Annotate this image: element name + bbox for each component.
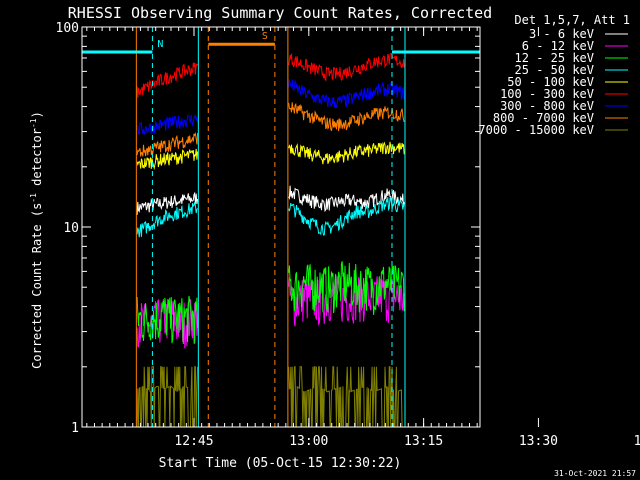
y-axis-label-mid: detector — [30, 128, 44, 193]
y-axis-label-sup1: -1 — [29, 193, 38, 203]
series-line-800-7000-kev-1 — [136, 132, 199, 157]
series-7000-15000-kev — [136, 366, 405, 428]
series-line-100-300-kev-2 — [288, 52, 405, 82]
series-800-7000-kev — [136, 102, 405, 157]
legend-header: Det 1,5,7, Att 1 — [514, 13, 630, 27]
series-line-3-6-kev-1 — [136, 191, 199, 215]
y-tick-label-1: 10 — [63, 221, 79, 236]
series-line-300-800-kev-2 — [288, 79, 405, 109]
chart-title: RHESSI Observing Summary Count Rates, Co… — [68, 4, 492, 22]
flag-s: S — [207, 27, 276, 427]
x-tick-label-2: 13:15 — [404, 434, 443, 449]
y-tick-label-0: 1 — [71, 421, 79, 436]
series-line-800-7000-kev-2 — [288, 102, 405, 132]
series-line-100-300-kev-1 — [136, 62, 199, 98]
legend-label-7000-15000-kev: 7000 - 15000 keV — [478, 123, 594, 137]
flag-label-n: N — [157, 39, 163, 50]
series-3-6-kev — [136, 185, 405, 215]
legend-label-12-25-kev: 12 - 25 keV — [515, 51, 594, 65]
series-line-7000-15000-kev-1 — [136, 366, 199, 428]
series-50-100-kev — [136, 141, 405, 170]
legend-label-50-100-kev: 50 - 100 keV — [507, 75, 594, 89]
legend-label-25-50-kev: 25 - 50 keV — [515, 63, 594, 77]
timestamp: 31-Oct-2021 21:57 — [554, 469, 636, 478]
y-tick-label-2: 100 — [56, 21, 79, 36]
x-tick-label-0: 12:45 — [174, 434, 213, 449]
x-axis-label: Start Time (05-Oct-15 12:30:22) — [159, 456, 402, 471]
legend-label-800-7000-kev: 800 - 7000 keV — [493, 111, 594, 125]
y-axis-label: Corrected Count Rate (s-1 detector-1) — [29, 111, 44, 369]
x-tick-label-4: 13:45 — [634, 434, 640, 449]
legend-label-3-6-kev: 3 - 6 keV — [529, 27, 594, 41]
y-axis-label-main: Corrected Count Rate (s — [30, 203, 44, 369]
series-line-3-6-kev-2 — [288, 185, 405, 213]
legend-label-6-12-kev: 6 - 12 keV — [522, 39, 594, 53]
legend-label-300-800-kev: 300 - 800 keV — [500, 99, 594, 113]
series-line-300-800-kev-1 — [136, 114, 199, 136]
series-300-800-kev — [136, 79, 405, 136]
series-line-12-25-kev-1 — [136, 295, 199, 345]
series-line-7000-15000-kev-2 — [288, 366, 405, 428]
flag-label-s: S — [262, 31, 268, 42]
data-layer — [136, 52, 405, 428]
series-line-50-100-kev-2 — [288, 141, 405, 165]
series-100-300-kev — [136, 52, 405, 98]
series-25-50-kev — [136, 197, 405, 238]
flag-layer: NS — [82, 27, 480, 427]
y-axis-label-end: ) — [30, 111, 44, 118]
series-line-50-100-kev-1 — [136, 148, 199, 170]
series-line-25-50-kev-2 — [288, 197, 405, 236]
legend-label-100-300-kev: 100 - 300 keV — [500, 87, 594, 101]
series-line-12-25-kev-2 — [288, 261, 405, 316]
y-axis-label-sup2: -1 — [29, 118, 38, 128]
x-tick-label-3: 13:30 — [519, 434, 558, 449]
series-line-25-50-kev-1 — [136, 202, 199, 238]
series-12-25-kev — [136, 261, 405, 345]
x-tick-label-1: 13:00 — [289, 434, 328, 449]
flag-n: N — [82, 27, 480, 427]
